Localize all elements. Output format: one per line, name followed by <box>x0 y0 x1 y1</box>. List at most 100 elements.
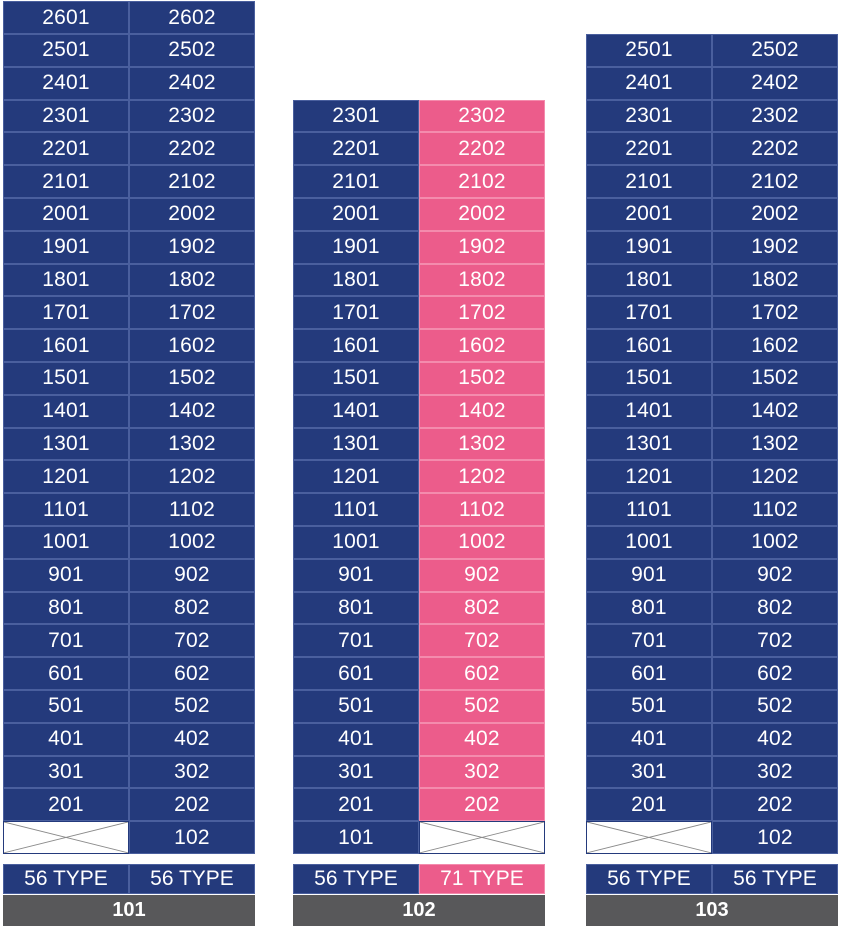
unit-cell: 1501 <box>293 361 419 395</box>
unit-cell: 702 <box>129 624 255 658</box>
unit-cell: 1801 <box>293 263 419 297</box>
unit-type-label: 71 TYPE <box>419 864 545 894</box>
unit-cell: 1101 <box>586 493 712 526</box>
unit-cell: 602 <box>129 657 255 690</box>
cross-mark-icon <box>420 822 544 853</box>
unit-cell: 1901 <box>293 230 419 264</box>
unit-cell: 201 <box>586 788 712 822</box>
unit-cell: 1202 <box>712 460 838 494</box>
unit-cell: 1201 <box>3 460 129 494</box>
unit-cell: 1701 <box>3 296 129 330</box>
unit-cell: 1102 <box>712 493 838 526</box>
unit-cell: 901 <box>293 558 419 592</box>
unit-cell: 2101 <box>293 165 419 198</box>
unit-cell: 1102 <box>419 493 545 526</box>
unit-cell: 2102 <box>419 165 545 198</box>
unit-cell: 501 <box>586 690 712 723</box>
unit-cell: 1401 <box>3 394 129 428</box>
unit-cell: 1802 <box>129 263 255 297</box>
unit-cell: 1602 <box>129 329 255 362</box>
unit-cell: 601 <box>293 657 419 690</box>
unit-cell: 901 <box>3 558 129 592</box>
unit-cell: 502 <box>129 689 255 723</box>
building-102: 2301 2302 2201 2202 2101 2102 2001 2002 1901 1902… <box>293 0 545 927</box>
unit-type-label: 56 TYPE <box>293 864 419 894</box>
unit-cell: 401 <box>3 722 129 756</box>
unit-cell: 601 <box>3 657 129 690</box>
unit-cell: 1002 <box>129 525 255 559</box>
unit-cell: 2401 <box>3 66 129 100</box>
unit-cell: 1801 <box>586 263 712 297</box>
unit-cell: 1402 <box>712 394 838 428</box>
unit-cell: 2302 <box>712 99 838 133</box>
unit-cell: 2302 <box>419 99 545 133</box>
empty-unit-cell <box>3 821 129 854</box>
unit-cell: 2202 <box>419 132 545 166</box>
unit-cell: 1301 <box>293 427 419 461</box>
unit-cell: 2201 <box>293 132 419 166</box>
unit-cell: 1801 <box>3 263 129 297</box>
unit-cell: 1401 <box>586 394 712 428</box>
unit-type-label: 56 TYPE <box>129 864 255 894</box>
unit-cell: 201 <box>3 788 129 822</box>
unit-cell: 902 <box>712 558 838 592</box>
unit-type-row: 56 TYPE 71 TYPE <box>293 864 545 894</box>
unit-cell: 2202 <box>129 132 255 166</box>
unit-cell: 202 <box>712 788 838 822</box>
unit-cell: 1001 <box>586 526 712 559</box>
unit-type-row: 56 TYPE 56 TYPE <box>586 864 838 894</box>
unit-type-label: 56 TYPE <box>712 864 838 894</box>
unit-cell: 2001 <box>3 197 129 231</box>
unit-grid: 2301 2302 2201 2202 2101 2102 2001 2002 1901 1902… <box>293 99 545 854</box>
unit-cell: 2101 <box>586 165 712 198</box>
unit-cell: 1502 <box>129 361 255 395</box>
unit-type-row: 56 TYPE 56 TYPE <box>3 864 255 894</box>
unit-cell: 2502 <box>712 34 838 67</box>
unit-cell: 1502 <box>419 361 545 395</box>
unit-cell: 201 <box>293 788 419 822</box>
building-number-label: 101 <box>3 895 255 926</box>
unit-type-label: 56 TYPE <box>586 864 712 894</box>
unit-cell: 1401 <box>293 394 419 428</box>
unit-cell: 502 <box>419 689 545 723</box>
unit-cell: 202 <box>129 788 255 822</box>
unit-cell: 601 <box>586 657 712 690</box>
unit-cell: 302 <box>419 755 545 789</box>
unit-cell: 902 <box>419 558 545 592</box>
unit-cell: 501 <box>293 689 419 723</box>
unit-cell: 1501 <box>3 361 129 395</box>
unit-cell: 902 <box>129 558 255 592</box>
unit-cell: 1402 <box>419 394 545 428</box>
unit-cell: 1502 <box>712 362 838 395</box>
unit-cell: 2002 <box>712 198 838 231</box>
unit-cell: 1001 <box>293 525 419 559</box>
unit-cell: 1602 <box>712 329 838 362</box>
unit-cell: 2501 <box>586 34 712 67</box>
unit-cell: 1202 <box>129 460 255 494</box>
unit-cell: 2202 <box>712 132 838 166</box>
unit-cell: 302 <box>712 755 838 789</box>
unit-cell: 1201 <box>586 460 712 494</box>
unit-cell: 1002 <box>419 525 545 559</box>
unit-cell: 701 <box>586 624 712 658</box>
unit-cell: 301 <box>293 755 419 789</box>
unit-cell: 2302 <box>129 99 255 133</box>
building-number-label: 102 <box>293 895 545 926</box>
building-103: 2501 2502 2401 2402 2301 2302 2201 2202 2101 2102… <box>586 0 838 927</box>
unit-cell: 2001 <box>293 197 419 231</box>
unit-cell: 1602 <box>419 329 545 362</box>
unit-cell: 1101 <box>293 493 419 526</box>
unit-cell: 101 <box>293 821 419 854</box>
unit-cell: 701 <box>293 624 419 658</box>
unit-cell: 1601 <box>586 329 712 362</box>
unit-cell: 1902 <box>129 230 255 264</box>
unit-cell: 1702 <box>419 296 545 330</box>
unit-type-label: 56 TYPE <box>3 864 129 894</box>
unit-cell: 502 <box>712 690 838 723</box>
unit-cell: 1701 <box>293 296 419 330</box>
unit-cell: 202 <box>419 788 545 822</box>
unit-cell: 2102 <box>712 165 838 198</box>
unit-cell: 2201 <box>586 132 712 166</box>
unit-cell: 802 <box>129 591 255 625</box>
building-101: 2601 2602 2501 2502 2401 2402 2301 2302 2201 2202… <box>3 0 255 927</box>
